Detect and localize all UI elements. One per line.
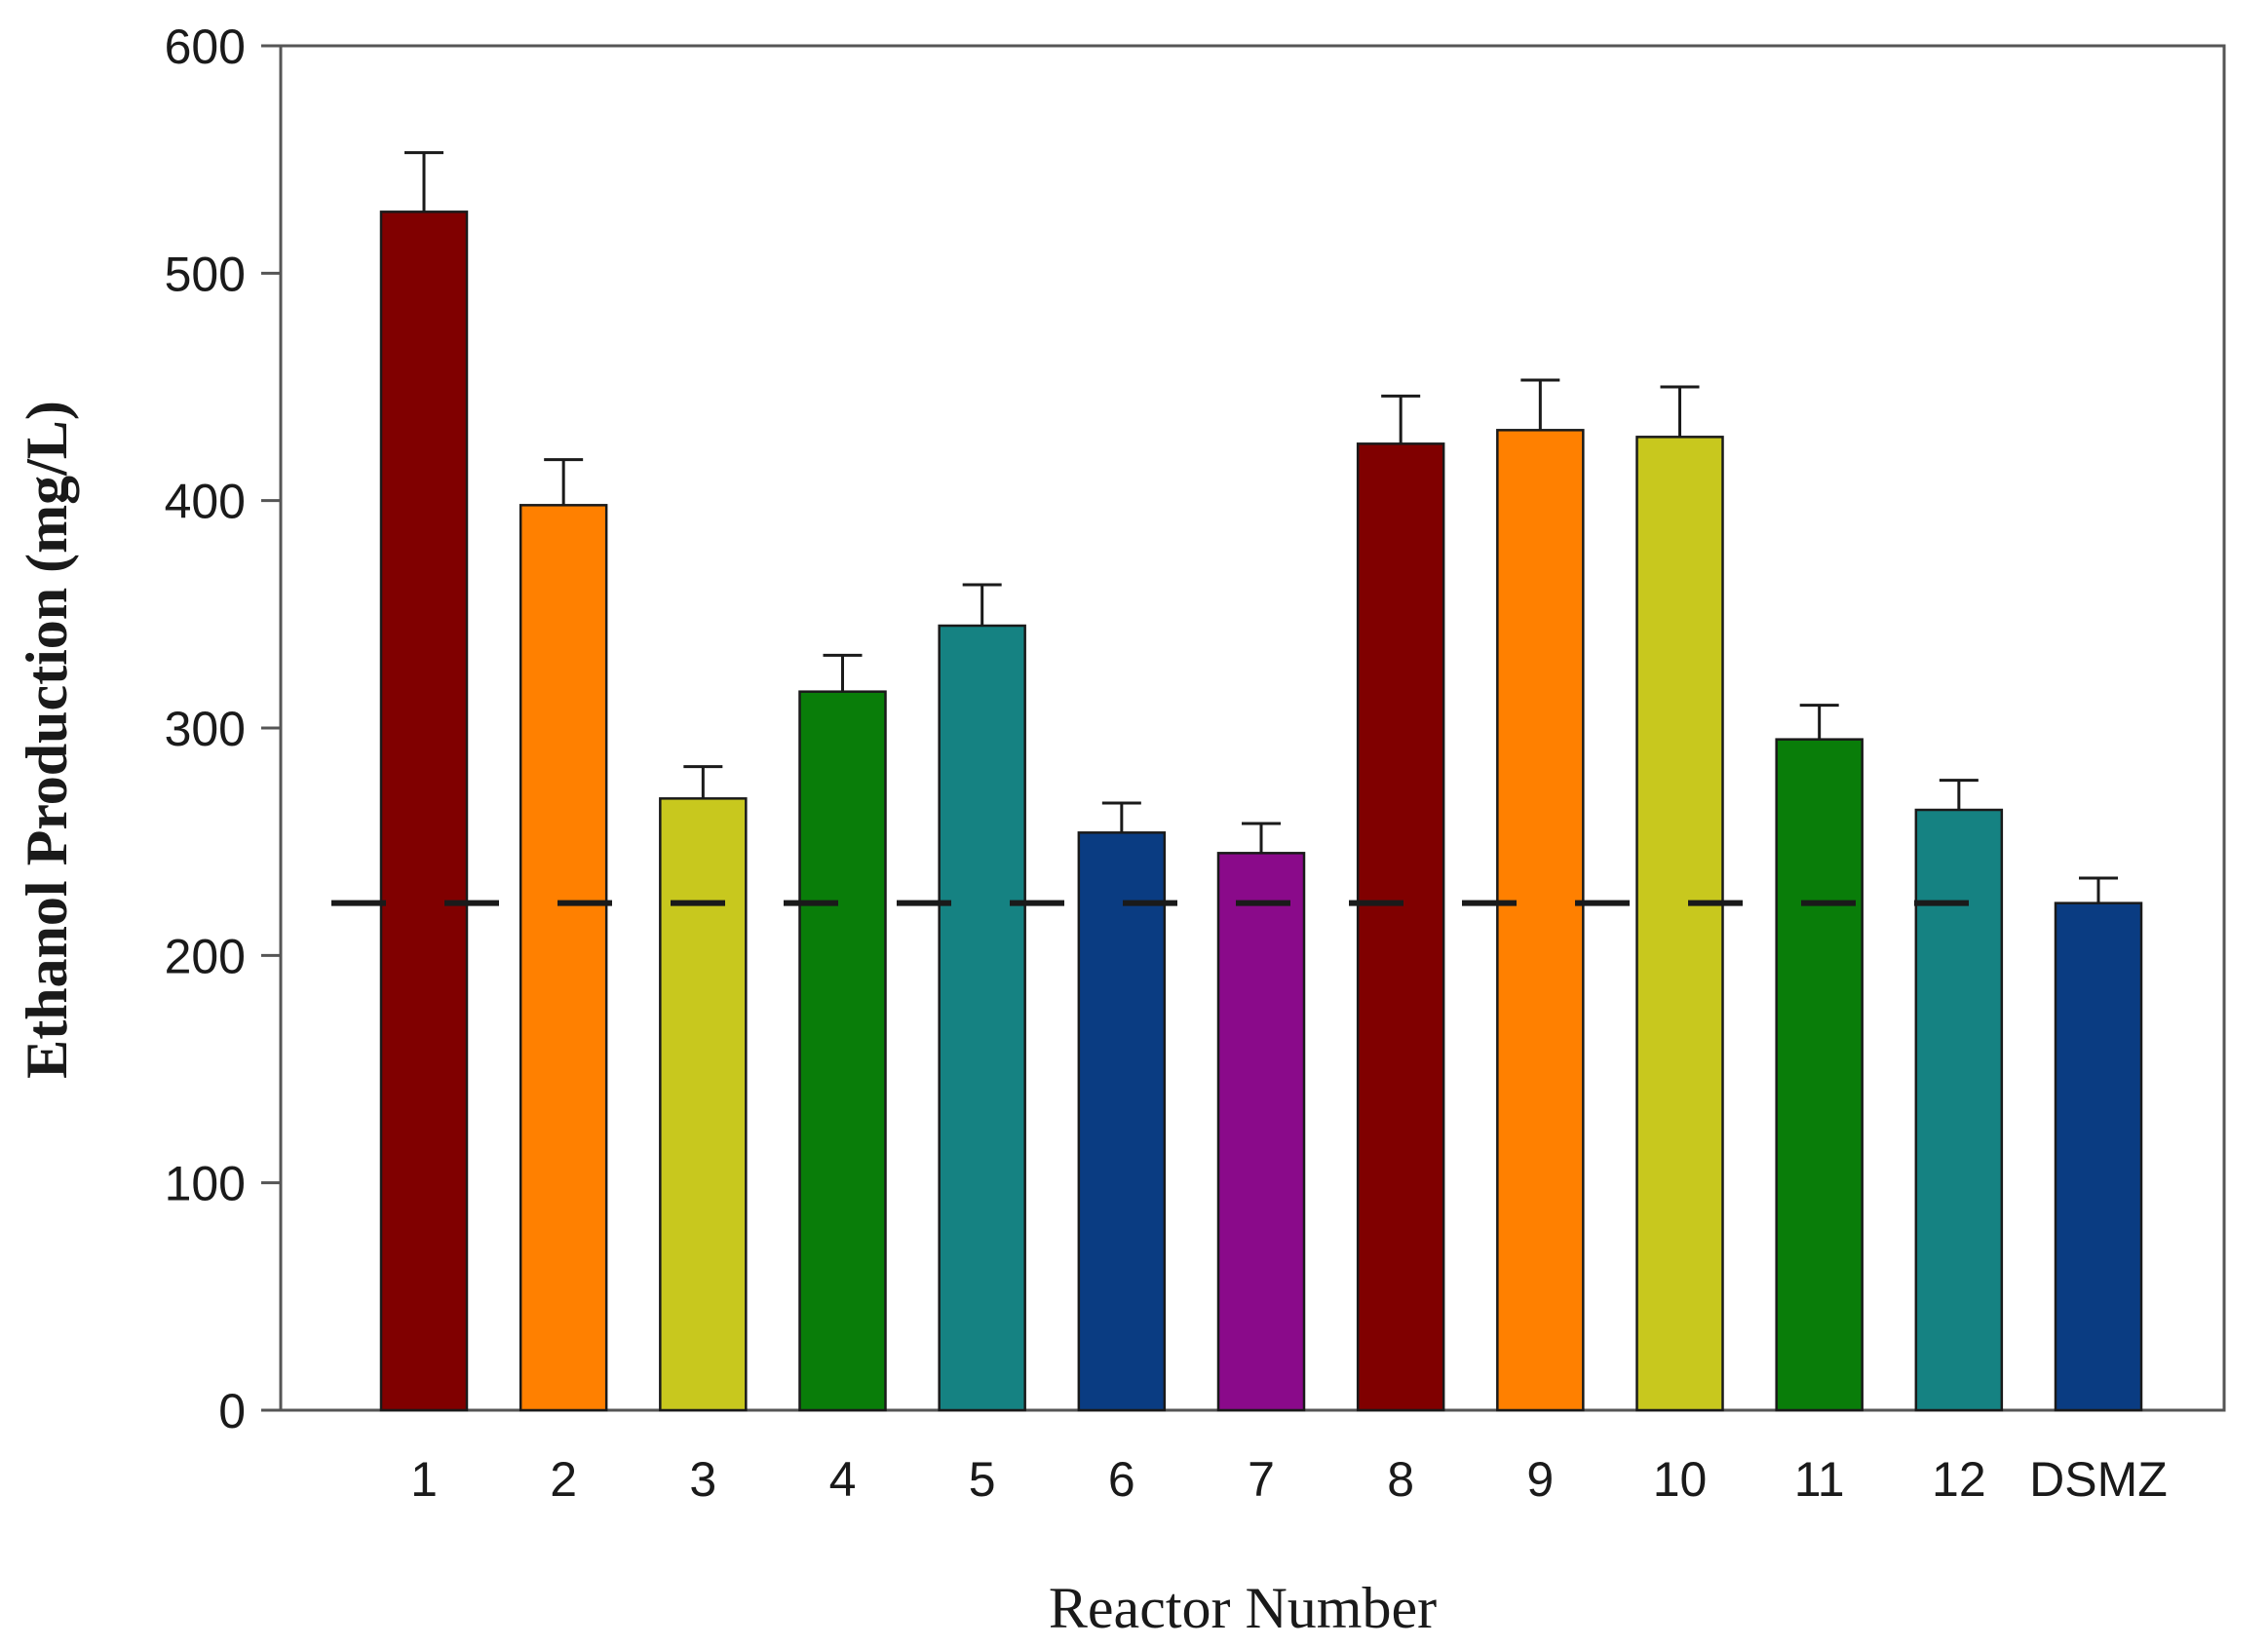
bar xyxy=(1216,852,1306,1412)
bar xyxy=(659,797,748,1412)
y-axis-title: Ethanol Production (mg/L) xyxy=(15,401,79,1079)
x-tick-label: 1 xyxy=(410,1452,438,1507)
x-tick-label: 7 xyxy=(1248,1452,1275,1507)
error-bars-layer xyxy=(404,151,2118,903)
bar xyxy=(1914,808,2004,1412)
x-tick-label: 12 xyxy=(1932,1452,1986,1507)
bar xyxy=(1356,442,1445,1412)
x-tick-label: 6 xyxy=(1108,1452,1135,1507)
x-tick-label: 11 xyxy=(1794,1452,1845,1507)
y-tick-label: 500 xyxy=(165,247,246,301)
bar xyxy=(1077,831,1167,1412)
bar xyxy=(1496,429,1585,1412)
x-tick-label: 2 xyxy=(550,1452,577,1507)
y-axis: 0 100 200 300 400 500 600 xyxy=(165,19,281,1438)
bar xyxy=(938,624,1026,1412)
y-tick-label: 300 xyxy=(165,702,246,756)
bar xyxy=(798,690,887,1412)
y-tick-label: 200 xyxy=(165,929,246,983)
x-tick-label: 5 xyxy=(969,1452,996,1507)
bar xyxy=(2054,901,2143,1412)
x-tick-label: 4 xyxy=(829,1452,857,1507)
x-axis: 1 2 3 4 5 6 7 8 9 10 11 12 DSMZ xyxy=(410,1452,2168,1507)
bar xyxy=(1775,738,1864,1412)
bar xyxy=(379,211,469,1412)
x-tick-label: DSMZ xyxy=(2029,1452,2168,1507)
x-tick-label: 8 xyxy=(1387,1452,1414,1507)
x-tick-label: 9 xyxy=(1526,1452,1554,1507)
bars-layer xyxy=(379,211,2143,1412)
y-tick-label: 600 xyxy=(165,19,246,74)
y-tick-label: 0 xyxy=(218,1384,246,1438)
x-tick-label: 3 xyxy=(689,1452,716,1507)
x-tick-label: 10 xyxy=(1653,1452,1708,1507)
x-axis-title: Reactor Number xyxy=(1049,1576,1437,1640)
bar xyxy=(1635,436,1724,1412)
y-tick-label: 100 xyxy=(165,1157,246,1211)
y-tick-label: 400 xyxy=(165,475,246,529)
bar xyxy=(519,504,608,1412)
